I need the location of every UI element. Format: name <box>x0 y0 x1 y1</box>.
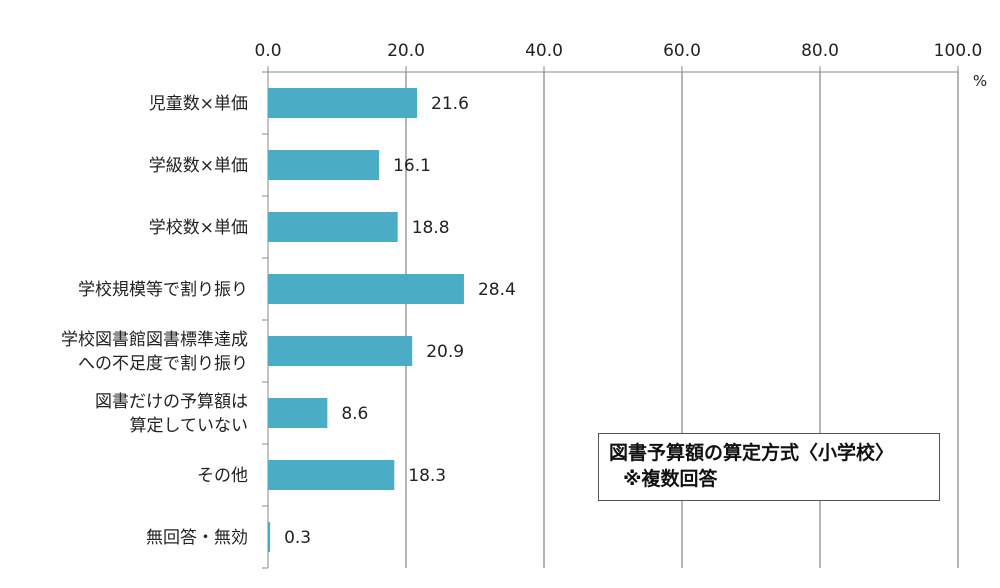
value-label-2: 18.8 <box>412 218 450 238</box>
value-labels: 21.6 16.1 18.8 28.4 20.9 8.6 18.3 0.3 <box>284 94 516 548</box>
bars <box>268 88 464 552</box>
bar-0 <box>268 88 418 118</box>
unit-label: % <box>973 72 987 90</box>
category-label-7: 無回答・無効 <box>146 528 248 548</box>
bar-3 <box>268 274 464 304</box>
value-label-5: 8.6 <box>341 404 368 424</box>
category-label-0: 児童数×単価 <box>149 94 248 114</box>
bar-6 <box>268 460 395 490</box>
x-tick-label-3: 60.0 <box>663 41 701 61</box>
value-label-6: 18.3 <box>408 466 446 486</box>
value-label-0: 21.6 <box>431 94 469 114</box>
x-tick-label-0: 0.0 <box>254 41 281 61</box>
bar-1 <box>268 150 380 180</box>
x-tick-label-4: 80.0 <box>801 41 839 61</box>
bar-2 <box>268 212 398 242</box>
category-label-3: 学校規模等で割り振り <box>78 280 248 300</box>
category-label-2: 学校数×単価 <box>149 218 248 238</box>
chart-title-box: 図書予算額の算定方式〈小学校〉 ※複数回答 <box>598 433 940 501</box>
category-label-6: その他 <box>197 466 248 486</box>
x-tick-label-1: 20.0 <box>387 41 425 61</box>
x-axis-ticks: 0.0 20.0 40.0 60.0 80.0 100.0 <box>254 41 983 569</box>
chart-title: 図書予算額の算定方式〈小学校〉 <box>609 442 895 464</box>
value-label-7: 0.3 <box>284 528 311 548</box>
category-labels: 児童数×単価学級数×単価学校数×単価学校規模等で割り振り学校図書館図書標準達成へ… <box>61 94 248 548</box>
category-label-5: 図書だけの予算額は算定していない <box>95 392 248 436</box>
bar-7 <box>268 522 271 552</box>
x-tick-label-2: 40.0 <box>525 41 563 61</box>
bar-5 <box>268 398 328 428</box>
value-label-4: 20.9 <box>426 342 464 362</box>
category-label-4: 学校図書館図書標準達成への不足度で割り振り <box>61 330 248 374</box>
category-label-1: 学級数×単価 <box>149 156 248 176</box>
value-label-3: 28.4 <box>478 280 516 300</box>
bar-4 <box>268 336 413 366</box>
value-label-1: 16.1 <box>393 156 431 176</box>
x-tick-label-5: 100.0 <box>934 41 983 61</box>
chart-note: ※複数回答 <box>623 468 718 490</box>
